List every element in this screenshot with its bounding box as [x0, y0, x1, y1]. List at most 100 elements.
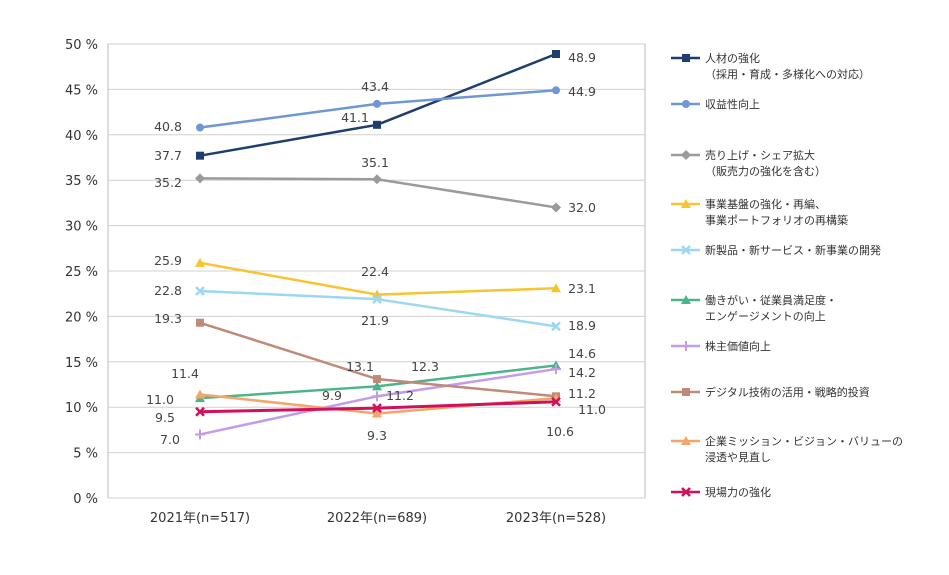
- x-axis: 2021年(n=517) 2022年(n=689) 2023年(n=528): [150, 511, 606, 526]
- legend-label: 売り上げ・シェア拡大（販売力の強化を含む）: [705, 148, 826, 178]
- data-point: [373, 120, 381, 129]
- series-9: [195, 396, 561, 417]
- data-point: [372, 391, 382, 402]
- data-label: 12.3: [411, 359, 439, 374]
- data-label: 23.1: [568, 281, 596, 296]
- series-group: [195, 49, 561, 440]
- data-label: 35.2: [154, 175, 182, 190]
- data-label: 25.9: [154, 253, 182, 268]
- data-point: [681, 341, 691, 351]
- legend-item: 新製品・新サービス・新事業の開発: [671, 243, 881, 257]
- data-point: [552, 49, 560, 58]
- data-label: 40.8: [154, 119, 182, 134]
- data-label: 13.1: [346, 359, 374, 374]
- series-6: [195, 364, 561, 440]
- data-labels: 37.7 41.1 48.9 40.8 43.4 44.9 35.2 35.1 32.0 25.9…: [146, 50, 606, 447]
- legend-label: 現場力の強化: [705, 485, 771, 499]
- data-point: [372, 294, 382, 305]
- data-point: [373, 375, 381, 384]
- data-point: [681, 295, 691, 304]
- legend-label: 働きがい・従業員満足度・エンゲージメントの向上: [705, 293, 837, 323]
- data-label: 35.1: [361, 155, 389, 170]
- legend-item: 働きがい・従業員満足度・エンゲージメントの向上: [671, 293, 837, 323]
- data-point: [372, 381, 382, 391]
- series-4: [195, 286, 561, 332]
- legend-item: 株主価値向上: [671, 339, 771, 353]
- legend-label: 事業基盤の強化・再編、事業ポートフォリオの再構築: [705, 197, 848, 227]
- legend-label: 新製品・新サービス・新事業の開発: [705, 243, 881, 257]
- data-label: 9.5: [155, 410, 175, 425]
- data-point: [195, 406, 205, 417]
- data-point: [551, 283, 561, 293]
- series-1: [196, 86, 560, 132]
- data-label: 11.0: [146, 392, 174, 407]
- data-point: [681, 245, 691, 255]
- data-point: [681, 199, 691, 208]
- data-point: [372, 408, 382, 418]
- data-point: [551, 202, 561, 213]
- data-point: [551, 321, 561, 332]
- data-label: 7.0: [160, 432, 180, 447]
- legend-item: 事業基盤の強化・再編、事業ポートフォリオの再構築: [671, 197, 848, 227]
- legend-item: デジタル技術の活用・戦略的投資: [671, 385, 870, 399]
- data-point: [195, 286, 205, 296]
- data-point: [195, 257, 205, 267]
- data-point: [373, 99, 381, 108]
- legend-item: 収益性向上: [671, 97, 760, 111]
- data-point: [196, 318, 204, 327]
- data-label: 19.3: [154, 311, 182, 326]
- legend-label: 収益性向上: [705, 97, 760, 111]
- y-tick-label: 35 %: [65, 174, 98, 189]
- legend-label: デジタル技術の活用・戦略的投資: [705, 385, 870, 399]
- y-tick-label: 50 %: [65, 38, 98, 53]
- data-label: 44.9: [568, 84, 596, 99]
- data-point: [681, 150, 691, 160]
- y-tick-label: 30 %: [65, 220, 98, 235]
- data-label: 9.9: [322, 388, 342, 403]
- y-tick-label: 15 %: [65, 356, 98, 371]
- data-label: 18.9: [568, 318, 596, 333]
- data-point: [682, 54, 690, 62]
- y-axis: 0 % 5 % 10 % 15 % 20 % 25 % 30 % 35 % 40 % 45 % 50…: [65, 38, 98, 507]
- y-tick-label: 25 %: [65, 265, 98, 280]
- x-tick-label: 2021年(n=517): [150, 511, 250, 526]
- data-label: 43.4: [361, 79, 389, 94]
- y-tick-label: 20 %: [65, 310, 98, 325]
- data-point: [552, 86, 560, 95]
- data-label: 37.7: [154, 148, 182, 163]
- y-tick-label: 40 %: [65, 129, 98, 144]
- data-point: [195, 429, 205, 440]
- y-tick-label: 0 %: [73, 492, 98, 507]
- series-0: [196, 49, 560, 160]
- series-2: [195, 173, 561, 213]
- y-tick-label: 5 %: [73, 447, 98, 462]
- data-label: 32.0: [568, 200, 596, 215]
- data-label: 11.2: [568, 386, 596, 401]
- data-point: [195, 389, 205, 399]
- legend-item: 売り上げ・シェア拡大（販売力の強化を含む）: [671, 148, 826, 178]
- data-label: 11.4: [171, 366, 199, 381]
- data-point: [551, 364, 561, 375]
- legend-item: 人材の強化（採用・育成・多様化への対応）: [671, 51, 870, 81]
- legend-label: 株主価値向上: [705, 339, 771, 353]
- x-tick-label: 2022年(n=689): [327, 511, 427, 526]
- data-label: 21.9: [361, 313, 389, 328]
- data-point: [196, 123, 204, 132]
- data-label: 11.2: [386, 388, 414, 403]
- data-label: 11.0: [578, 402, 606, 417]
- data-point: [682, 388, 690, 396]
- data-label: 41.1: [341, 110, 369, 125]
- legend-label: 人材の強化（採用・育成・多様化への対応）: [705, 51, 870, 81]
- data-point: [196, 151, 204, 160]
- data-point: [682, 100, 690, 108]
- legend: 人材の強化（採用・育成・多様化への対応） 収益性向上売り上げ・シェア拡大（販売力の…: [671, 51, 903, 499]
- data-point: [195, 173, 205, 184]
- data-label: 22.4: [361, 264, 389, 279]
- data-label: 10.6: [546, 424, 574, 439]
- data-label: 14.2: [568, 365, 596, 380]
- data-label: 22.8: [154, 283, 182, 298]
- data-label: 14.6: [568, 346, 596, 361]
- legend-item: 企業ミッション・ビジョン・バリューの浸透や見直し: [671, 434, 903, 464]
- legend-label: 企業ミッション・ビジョン・バリューの浸透や見直し: [705, 434, 903, 464]
